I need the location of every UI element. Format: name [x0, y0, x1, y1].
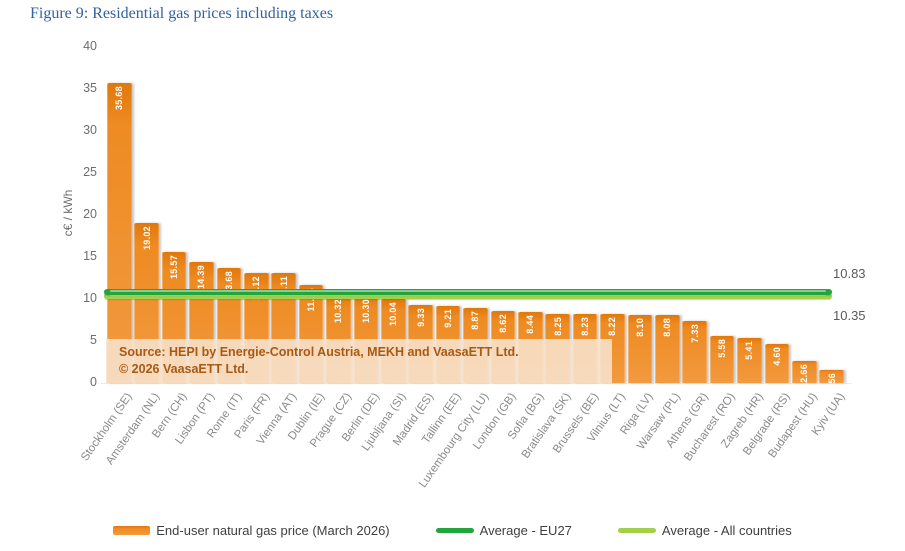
x-axis-baseline: [100, 383, 852, 384]
bar-value-label: 8.10: [634, 317, 645, 337]
bar-value-label: 7.33: [689, 324, 700, 344]
y-axis-tick-label: 0: [90, 375, 97, 389]
y-axis-tick-label: 5: [90, 333, 97, 347]
avg-line-eu27: [104, 289, 832, 296]
bar: 2.66: [792, 360, 817, 383]
y-axis-tick-label: 25: [83, 165, 97, 179]
y-axis-tick-label: 15: [83, 249, 97, 263]
avg-all-countries-value-label: 10.35: [833, 308, 866, 323]
legend-item-avg-eu27: Average - EU27: [435, 523, 572, 538]
bar: 5.58: [709, 336, 735, 383]
y-axis-tick-label: 35: [83, 81, 97, 95]
source-line-1: Source: HEPI by Energie-Control Austria,…: [119, 345, 519, 359]
legend-item-gas-price: End-user natural gas price (March 2026): [113, 523, 390, 538]
bar-value-label: 4.60: [771, 347, 782, 367]
bar: 35.68: [107, 83, 132, 383]
bar: 4.60: [764, 344, 790, 383]
legend-item-avg-all-countries: Average - All countries: [617, 523, 792, 538]
legend-swatch-eu27-line-icon: [435, 528, 474, 533]
avg-line-all-countries: [104, 293, 832, 300]
figure-title: Figure 9: Residential gas prices includi…: [30, 5, 334, 22]
legend-swatch-all-countries-line-icon: [617, 528, 656, 533]
legend-label-avg-all-countries: Average - All countries: [661, 523, 792, 538]
y-axis-tick-label: 40: [83, 39, 97, 53]
bar-value-label: 2.66: [799, 363, 810, 383]
legend-swatch-bar-icon: [113, 526, 151, 535]
bar: 8.10: [627, 314, 653, 383]
y-axis-tick-label: 20: [83, 207, 97, 221]
bar-value-label: 5.58: [717, 339, 728, 358]
source-attribution-box: Source: HEPI by Energie-Control Austria,…: [106, 339, 612, 383]
legend-label-gas-price: End-user natural gas price (March 2026): [156, 523, 390, 538]
bar-value-label: 56: [826, 372, 837, 383]
bar: 56: [819, 369, 844, 383]
y-axis-tick-label: 10: [83, 291, 97, 305]
chart-legend: End-user natural gas price (March 2026) …: [0, 523, 905, 538]
bar-value-label: 5.41: [744, 340, 755, 360]
source-line-2: © 2026 VaasaETT Ltd.: [119, 362, 249, 377]
y-axis-tick-label: 30: [83, 123, 97, 137]
bar: 8.08: [655, 315, 680, 383]
bar-value-label: 8.08: [662, 318, 673, 337]
bar: 5.41: [737, 337, 762, 383]
legend-label-avg-eu27: Average - EU27: [479, 523, 572, 538]
avg-eu27-value-label: 10.83: [833, 266, 866, 281]
bar: 7.33: [682, 321, 707, 383]
